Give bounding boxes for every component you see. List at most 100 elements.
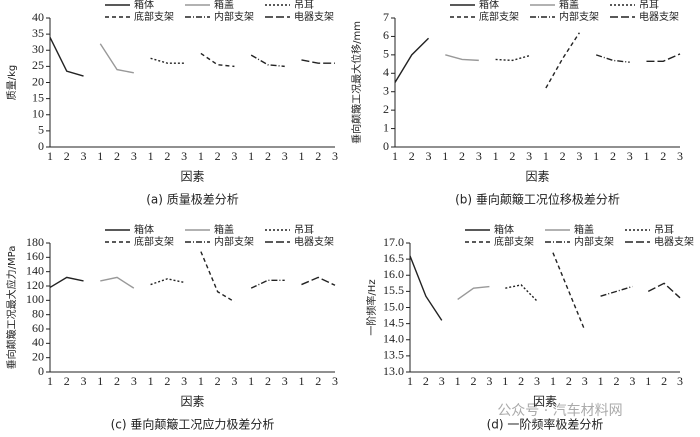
x-tick-label: 1 [502, 374, 508, 388]
x-tick-label: 3 [131, 149, 137, 163]
legend-label: 箱盖 [574, 223, 594, 236]
x-tick-label: 2 [315, 374, 321, 388]
legend-label: 底部支架 [494, 235, 534, 248]
legend-label: 内部支架 [214, 10, 254, 23]
x-tick-label: 3 [677, 374, 683, 388]
y-tick-label: 4 [383, 65, 389, 79]
x-tick-label: 1 [248, 374, 254, 388]
y-tick-label: 0 [383, 139, 389, 153]
y-tick-label: 40 [32, 10, 44, 24]
series-line [646, 53, 681, 63]
x-tick-label: 2 [114, 374, 120, 388]
x-tick-label: 2 [164, 149, 170, 163]
y-tick-label: 0 [38, 364, 44, 378]
y-tick-label: 15.0 [383, 299, 404, 313]
y-tick-label: 15 [32, 90, 44, 104]
y-tick-label: 60 [32, 321, 44, 335]
x-tick-label: 2 [613, 374, 619, 388]
y-tick-label: 100 [26, 292, 44, 306]
series-line [445, 54, 479, 62]
x-tick-label: 3 [486, 374, 492, 388]
series-line [200, 52, 235, 68]
series-line [99, 43, 134, 74]
y-tick-label: 1 [383, 120, 389, 134]
legend-label: 箱盖 [559, 0, 579, 11]
legend-label: 箱体 [479, 0, 499, 11]
x-tick-label: 3 [81, 374, 87, 388]
x-tick-label: 3 [231, 374, 237, 388]
legend-label: 吊耳 [294, 0, 314, 11]
x-tick-label: 3 [476, 149, 482, 163]
series-line [301, 276, 336, 286]
caption: (d) 一阶频率极差分析 [487, 417, 604, 432]
caption: (a) 质量极差分析 [146, 193, 239, 207]
x-tick-label: 3 [576, 149, 582, 163]
x-tick-label: 2 [265, 374, 271, 388]
x-tick-label: 1 [455, 374, 461, 388]
legend-label: 吊耳 [639, 0, 659, 11]
y-tick-label: 13.0 [383, 364, 404, 378]
y-tick-label: 35 [32, 26, 44, 40]
x-tick-label: 1 [442, 149, 448, 163]
y-tick-label: 0 [38, 139, 44, 153]
y-tick-label: 16.5 [383, 251, 404, 265]
legend-label: 吊耳 [294, 224, 314, 236]
series-line [250, 54, 285, 68]
x-tick-label: 1 [598, 374, 604, 388]
y-axis-label: 一阶频率/Hz [365, 279, 378, 335]
series-line [457, 285, 490, 301]
x-tick-label: 3 [181, 374, 187, 388]
x-tick-label: 1 [148, 374, 154, 388]
legend-label: 电器支架 [294, 235, 334, 248]
series-line [505, 284, 538, 302]
y-tick-label: 20 [32, 349, 44, 363]
x-tick-label: 2 [64, 374, 70, 388]
x-tick-label: 2 [660, 149, 666, 163]
x-tick-label: 2 [265, 149, 271, 163]
legend-label: 箱体 [134, 0, 154, 11]
series-line [647, 282, 681, 299]
legend-label: 内部支架 [574, 235, 614, 248]
series-line [49, 276, 84, 289]
series-line [409, 255, 443, 321]
y-tick-label: 14.0 [383, 332, 404, 346]
x-tick-label: 1 [543, 149, 549, 163]
x-tick-label: 3 [627, 149, 633, 163]
legend-label: 箱体 [134, 223, 154, 236]
x-tick-label: 1 [392, 149, 398, 163]
legend-label: 电器支架 [654, 235, 694, 248]
y-tick-label: 2 [383, 102, 389, 116]
series-line [200, 251, 235, 303]
y-axis-label: 垂向颠簸工况最大位移/mm [350, 21, 363, 144]
y-tick-label: 160 [26, 249, 44, 263]
y-tick-label: 80 [32, 306, 44, 320]
y-tick-label: 40 [32, 335, 44, 349]
x-tick-label: 3 [629, 374, 635, 388]
x-tick-label: 3 [534, 374, 540, 388]
x-tick-label: 3 [677, 149, 683, 163]
x-tick-label: 1 [298, 374, 304, 388]
x-tick-label: 2 [661, 374, 667, 388]
y-tick-label: 5 [38, 123, 44, 137]
series-line [600, 285, 633, 297]
watermark: 公众号 · 汽车材料网 [497, 402, 622, 419]
legend-label: 箱体 [494, 223, 514, 236]
series-line [595, 54, 630, 63]
x-tick-label: 2 [215, 149, 221, 163]
legend-label: 箱盖 [214, 223, 234, 236]
x-tick-label: 2 [459, 149, 465, 163]
x-tick-label: 2 [315, 149, 321, 163]
x-tick-label: 3 [81, 149, 87, 163]
x-axis-label: 因素 [180, 395, 204, 409]
x-tick-label: 3 [282, 374, 288, 388]
x-tick-label: 1 [645, 374, 651, 388]
y-tick-label: 17.0 [383, 235, 404, 249]
x-tick-label: 2 [215, 374, 221, 388]
x-tick-label: 1 [298, 149, 304, 163]
x-tick-label: 3 [282, 149, 288, 163]
x-tick-label: 2 [409, 149, 415, 163]
y-axis-label: 垂向颠簸工况最大应力/MPa [5, 246, 18, 370]
x-tick-label: 3 [582, 374, 588, 388]
